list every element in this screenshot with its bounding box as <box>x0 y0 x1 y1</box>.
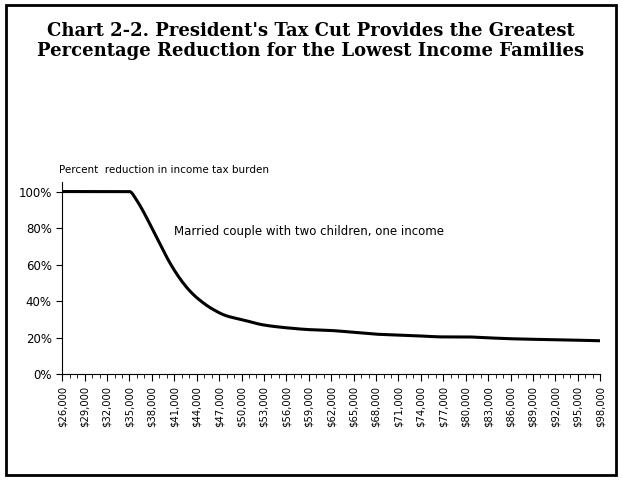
Text: Percent  reduction in income tax burden: Percent reduction in income tax burden <box>59 165 269 175</box>
Text: Married couple with two children, one income: Married couple with two children, one in… <box>174 226 444 239</box>
Text: Chart 2-2. President's Tax Cut Provides the Greatest
Percentage Reduction for th: Chart 2-2. President's Tax Cut Provides … <box>37 22 585 60</box>
